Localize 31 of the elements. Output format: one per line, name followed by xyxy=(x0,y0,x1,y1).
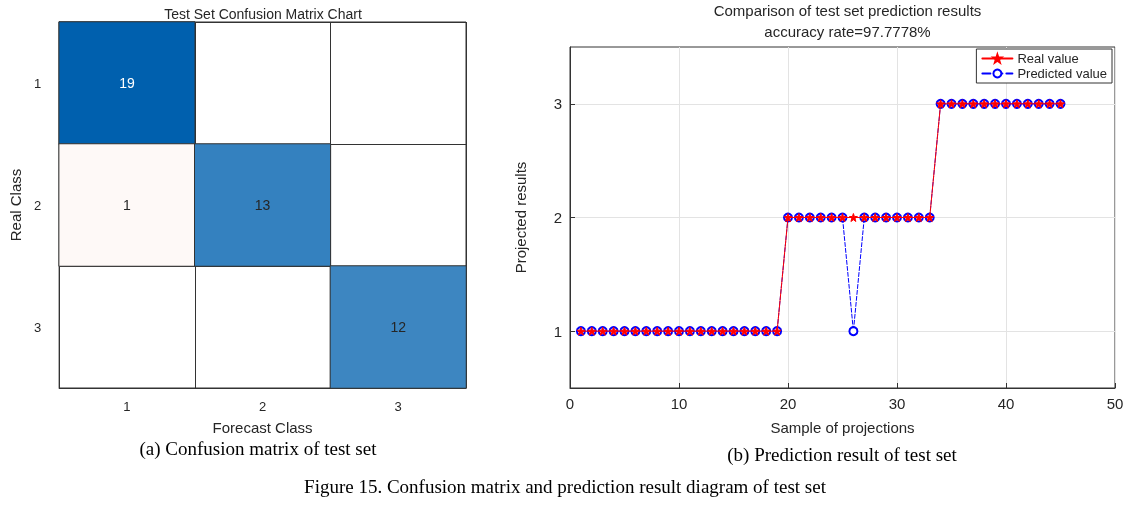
legend-label: Predicted value xyxy=(1017,66,1108,81)
data-label: 12 xyxy=(390,319,407,335)
x-tick-label: 30 xyxy=(888,395,906,412)
chart-subtitle: accuracy rate=97.7778% xyxy=(764,23,931,40)
y-tick-label: 2 xyxy=(553,209,562,226)
y-tick-label: 2 xyxy=(33,197,42,213)
x-tick-label: 50 xyxy=(1106,395,1124,412)
x-tick-label: 40 xyxy=(997,395,1015,412)
x-axis-title: Forecast Class xyxy=(212,419,313,436)
legend-label: Real value xyxy=(1017,51,1079,66)
y-axis-title: Real Class xyxy=(7,168,24,242)
text: (b) Prediction result of test set xyxy=(727,444,957,466)
x-tick-label: 1 xyxy=(123,399,131,414)
y-tick-label: 3 xyxy=(33,319,42,335)
y-tick-label: 1 xyxy=(553,322,562,340)
data-label: 19 xyxy=(119,75,135,91)
x-axis-title: Sample of projections xyxy=(770,419,915,436)
x-tick-label: 2 xyxy=(258,399,267,414)
y-tick-label: 1 xyxy=(33,75,42,91)
x-tick-label: 20 xyxy=(779,395,797,412)
caption: Figure 15. Confusion matrix and prediction result diagram of test set xyxy=(304,476,826,498)
data-label: 13 xyxy=(254,197,271,213)
x-tick-label: 10 xyxy=(670,395,688,412)
y-axis-title: Projected results xyxy=(512,161,529,274)
data-label: 1 xyxy=(123,197,132,213)
x-tick-label: 3 xyxy=(394,399,402,414)
y-tick-label: 3 xyxy=(553,95,562,113)
text: (a) Confusion matrix of test set xyxy=(139,438,377,460)
chart-title: Comparison of test set prediction results xyxy=(713,2,982,19)
chart-title: Test Set Confusion Matrix Chart xyxy=(164,6,362,22)
x-tick-label: 0 xyxy=(565,395,575,412)
